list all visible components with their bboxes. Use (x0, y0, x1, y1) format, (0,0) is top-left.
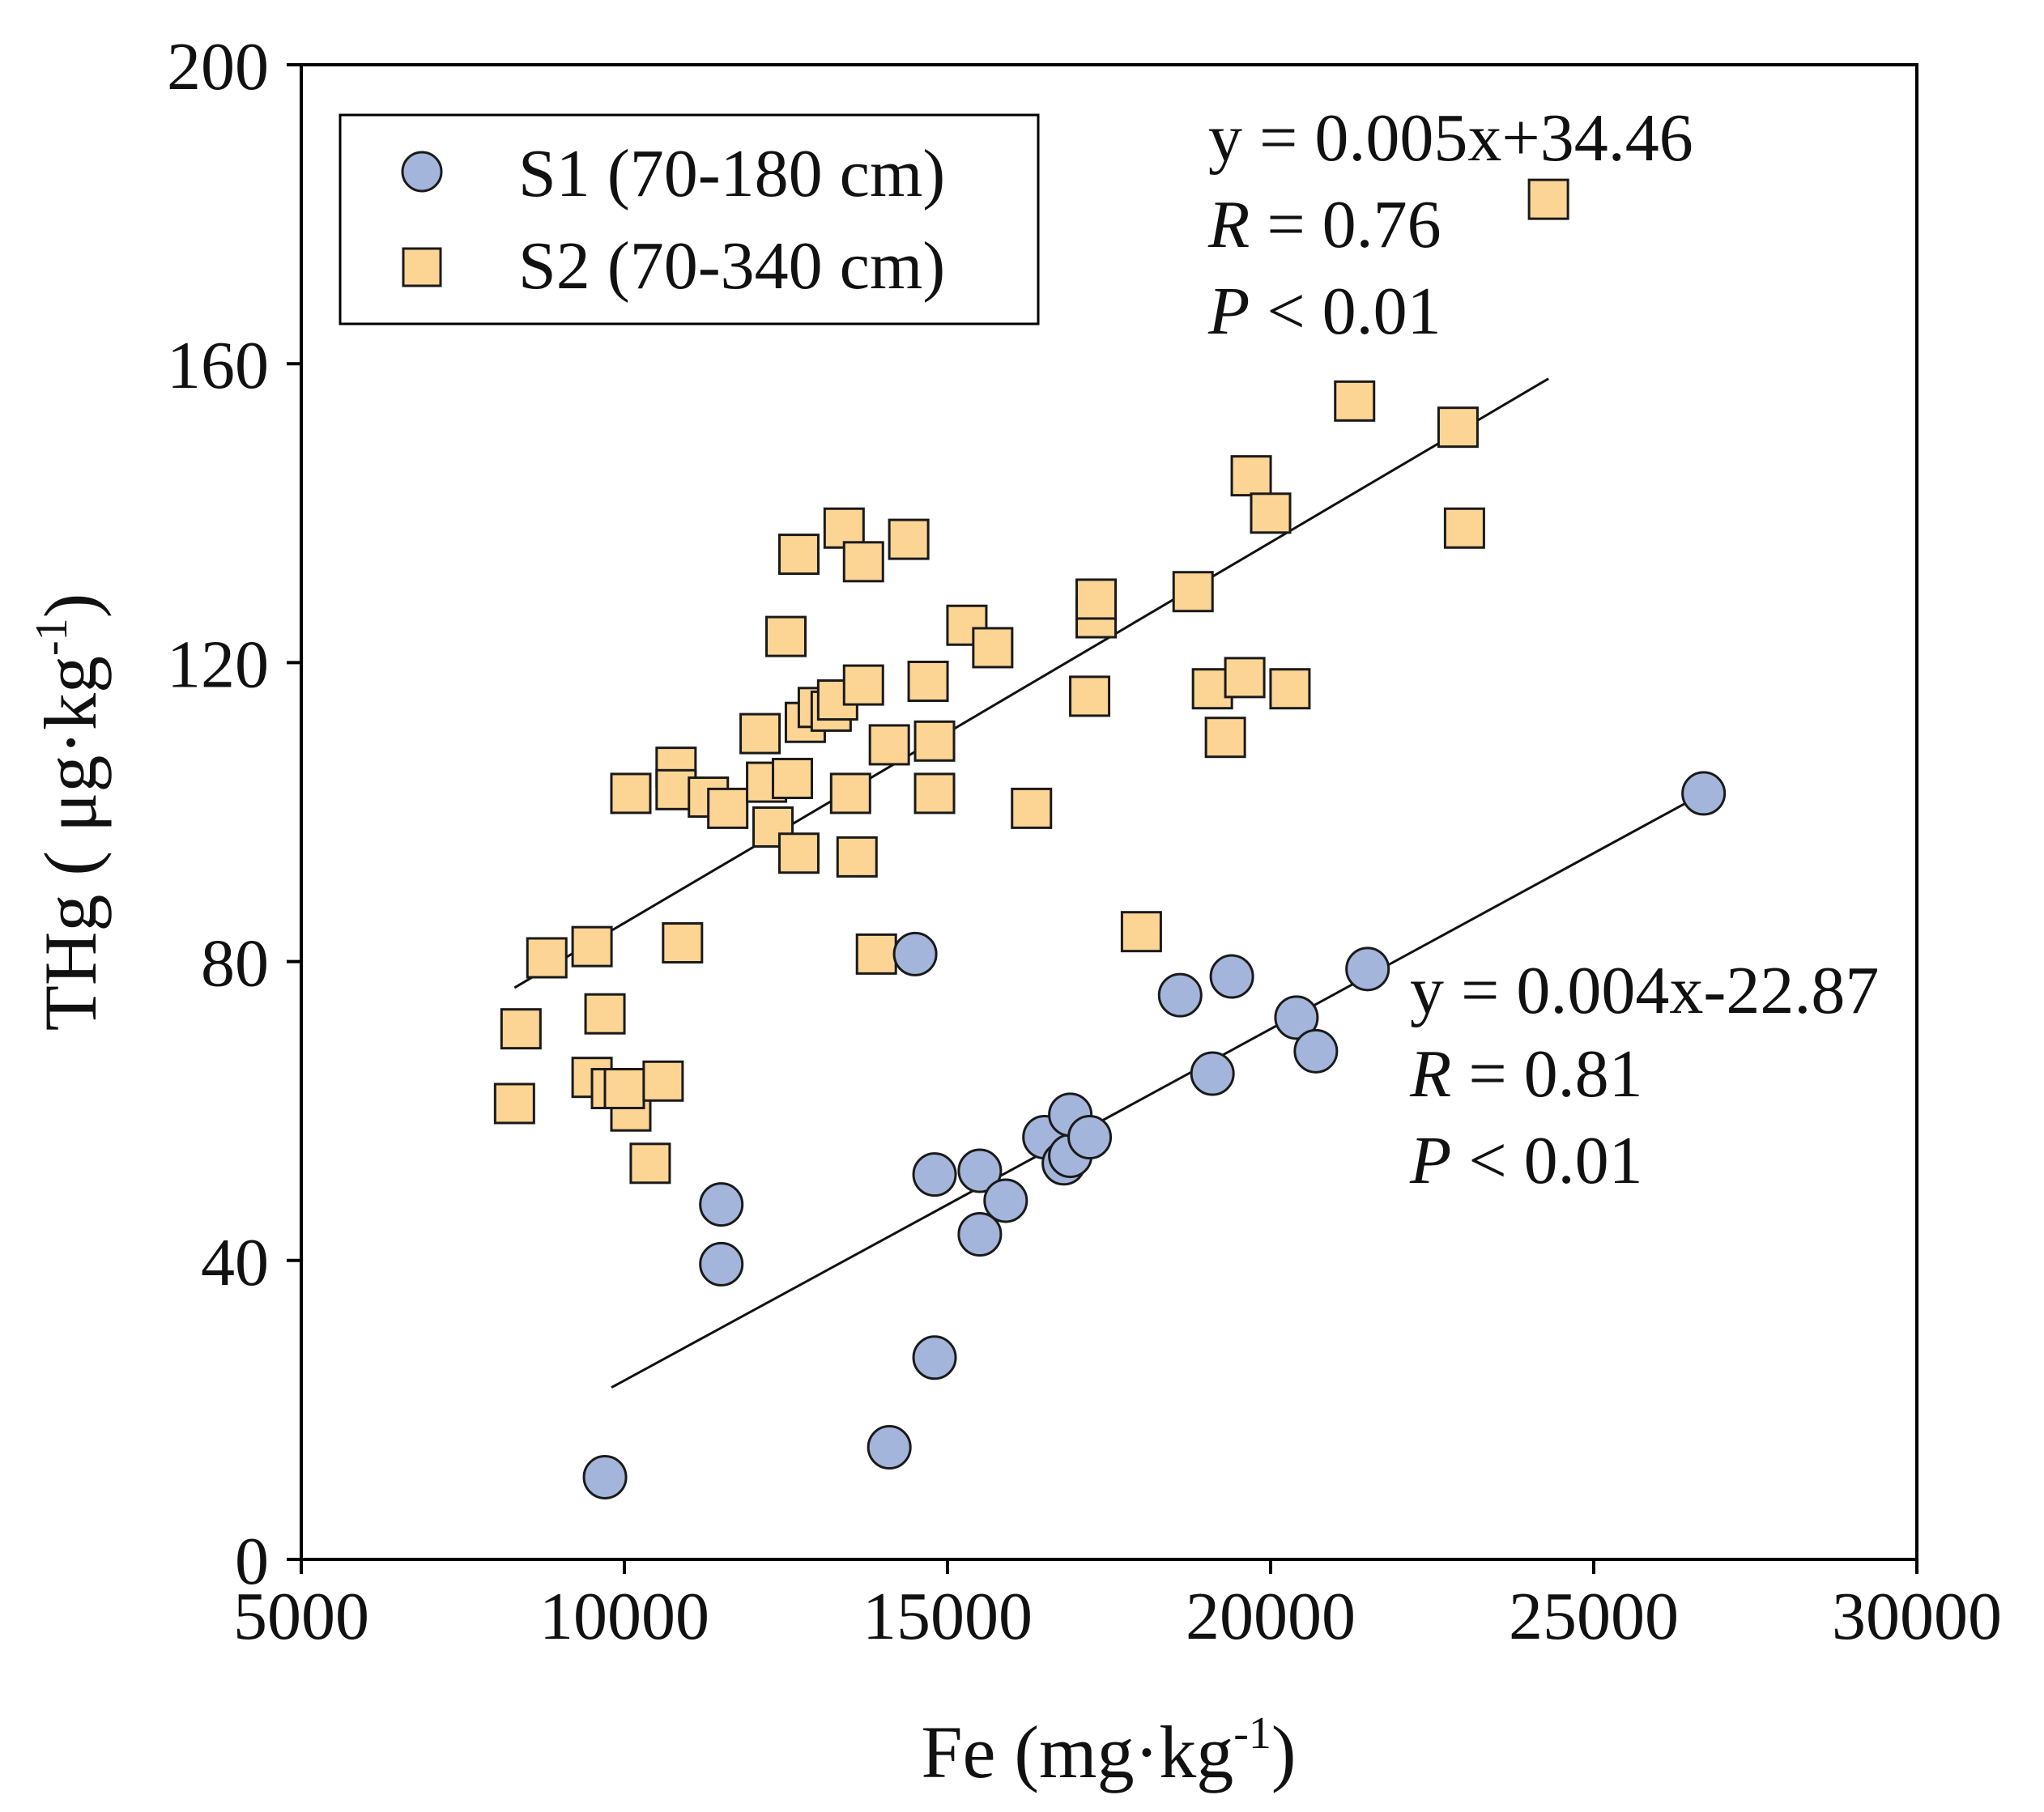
legend-label-s1: S1 (70-180 cm) (518, 136, 945, 211)
data-point-s2 (1527, 178, 1569, 220)
data-point-s2 (610, 772, 652, 815)
data-point-s1 (1681, 771, 1727, 816)
data-point-s1 (912, 1152, 957, 1197)
data-point-s1 (1345, 946, 1390, 992)
data-point-s1 (1293, 1028, 1339, 1074)
data-point-s2 (629, 1142, 671, 1185)
data-point-s1 (582, 1454, 628, 1499)
fit-lines (513, 377, 1705, 1389)
data-point-s2 (842, 541, 884, 583)
y-tick-label: 120 (167, 627, 269, 702)
data-point-s1 (1190, 1051, 1235, 1096)
data-point-s2 (1250, 492, 1292, 534)
data-point-s2 (823, 507, 865, 549)
data-point-s1 (957, 1148, 1003, 1193)
fit-line-s2 (513, 377, 1549, 989)
data-point-s2 (662, 922, 704, 964)
data-point-s2 (868, 724, 910, 766)
y-tick-label: 80 (201, 926, 269, 1002)
data-point-s2 (842, 664, 884, 706)
legend-box (339, 113, 1040, 325)
data-point-s2 (913, 720, 956, 762)
data-point-s2 (752, 806, 794, 848)
x-axis-ticks: 5000 10000 15000 20000 25000 30000 (233, 1559, 2002, 1654)
data-point-s2 (1069, 675, 1111, 717)
data-point-s2 (836, 836, 878, 878)
data-point-s2 (571, 925, 613, 968)
data-point-s2 (1011, 787, 1053, 829)
data-point-s2 (972, 627, 1014, 669)
y-tick-label: 160 (167, 328, 269, 403)
data-point-s1 (867, 1425, 912, 1470)
data-point-s2 (707, 787, 749, 829)
y-axis-ticks: 0 40 80 120 160 200 (167, 29, 301, 1599)
data-point-s1 (699, 1182, 744, 1227)
x-tick-label: 25000 (1509, 1579, 1679, 1654)
data-point-s2 (500, 1008, 542, 1050)
s1-fit-p: P < 0.01 (1409, 1123, 1643, 1198)
data-point-s1 (1157, 972, 1203, 1018)
s1-fit-annotation: y = 0.004x-22.87 R = 0.81 P < 0.01 (1409, 953, 1879, 1198)
s2-fit-equation: y = 0.005x+34.46 (1208, 100, 1693, 176)
y-tick-label: 40 (201, 1225, 269, 1300)
x-axis-title: Fe (mg·kg-1) (921, 1708, 1296, 1793)
data-point-s1 (1067, 1115, 1113, 1160)
data-point-s2 (765, 615, 807, 657)
data-point-s2 (913, 772, 956, 815)
x-tick-label: 10000 (539, 1579, 709, 1654)
data-point-s2 (584, 993, 626, 1035)
data-point-s1 (957, 1211, 1003, 1257)
legend: S1 (70-180 cm) S2 (70-340 cm) (339, 113, 1040, 325)
data-point-s1 (1209, 954, 1254, 999)
data-point-s2 (1437, 406, 1479, 449)
y-axis-title: THg ( μg·kg-1) (27, 593, 112, 1031)
plot-frame (300, 63, 1918, 1561)
data-point-s2 (777, 832, 820, 874)
y-tick-label: 200 (167, 29, 269, 104)
legend-marker-s1 (401, 151, 443, 193)
data-point-s2 (1334, 380, 1376, 422)
data-point-s2 (829, 772, 871, 815)
fit-line-s1 (611, 792, 1705, 1389)
data-point-s1 (892, 931, 938, 976)
s2-fit-r: R = 0.76 (1207, 187, 1441, 262)
data-point-s2 (1230, 455, 1272, 497)
data-point-s2 (1204, 717, 1246, 759)
legend-marker-s2 (402, 247, 442, 287)
data-point-s2 (739, 712, 781, 755)
data-point-s2 (771, 757, 813, 799)
legend-label-s2: S2 (70-340 cm) (518, 228, 945, 304)
x-tick-label: 20000 (1186, 1579, 1356, 1654)
data-point-s2 (1269, 668, 1311, 710)
data-point-s2 (1443, 507, 1485, 549)
data-point-s2 (1075, 578, 1118, 620)
s1-fit-equation: y = 0.004x-22.87 (1410, 953, 1879, 1028)
data-point-s2 (493, 1083, 535, 1125)
data-point-s2 (1172, 571, 1214, 613)
x-tick-label: 30000 (1832, 1579, 2002, 1654)
data-point-s2 (777, 534, 820, 576)
s1-fit-r: R = 0.81 (1409, 1036, 1643, 1112)
data-point-s2 (1120, 911, 1162, 953)
data-point-s2 (642, 1060, 684, 1102)
data-point-s2 (888, 518, 930, 560)
data-point-s2 (1224, 657, 1266, 699)
data-point-s1 (912, 1335, 957, 1380)
s2-fit-p: P < 0.01 (1207, 274, 1441, 349)
data-point-s1 (983, 1178, 1028, 1223)
data-points (493, 178, 1727, 1499)
y-tick-label: 0 (235, 1524, 269, 1599)
data-point-s2 (603, 1068, 645, 1110)
s2-fit-annotation: y = 0.005x+34.46 R = 0.76 P < 0.01 (1207, 100, 1693, 349)
x-tick-label: 5000 (233, 1579, 369, 1654)
data-point-s2 (526, 937, 568, 979)
data-point-s1 (699, 1241, 744, 1287)
data-point-s2 (855, 933, 897, 975)
data-point-s2 (907, 660, 949, 702)
data-point-s1 (1274, 995, 1319, 1040)
x-tick-label: 15000 (862, 1579, 1033, 1654)
